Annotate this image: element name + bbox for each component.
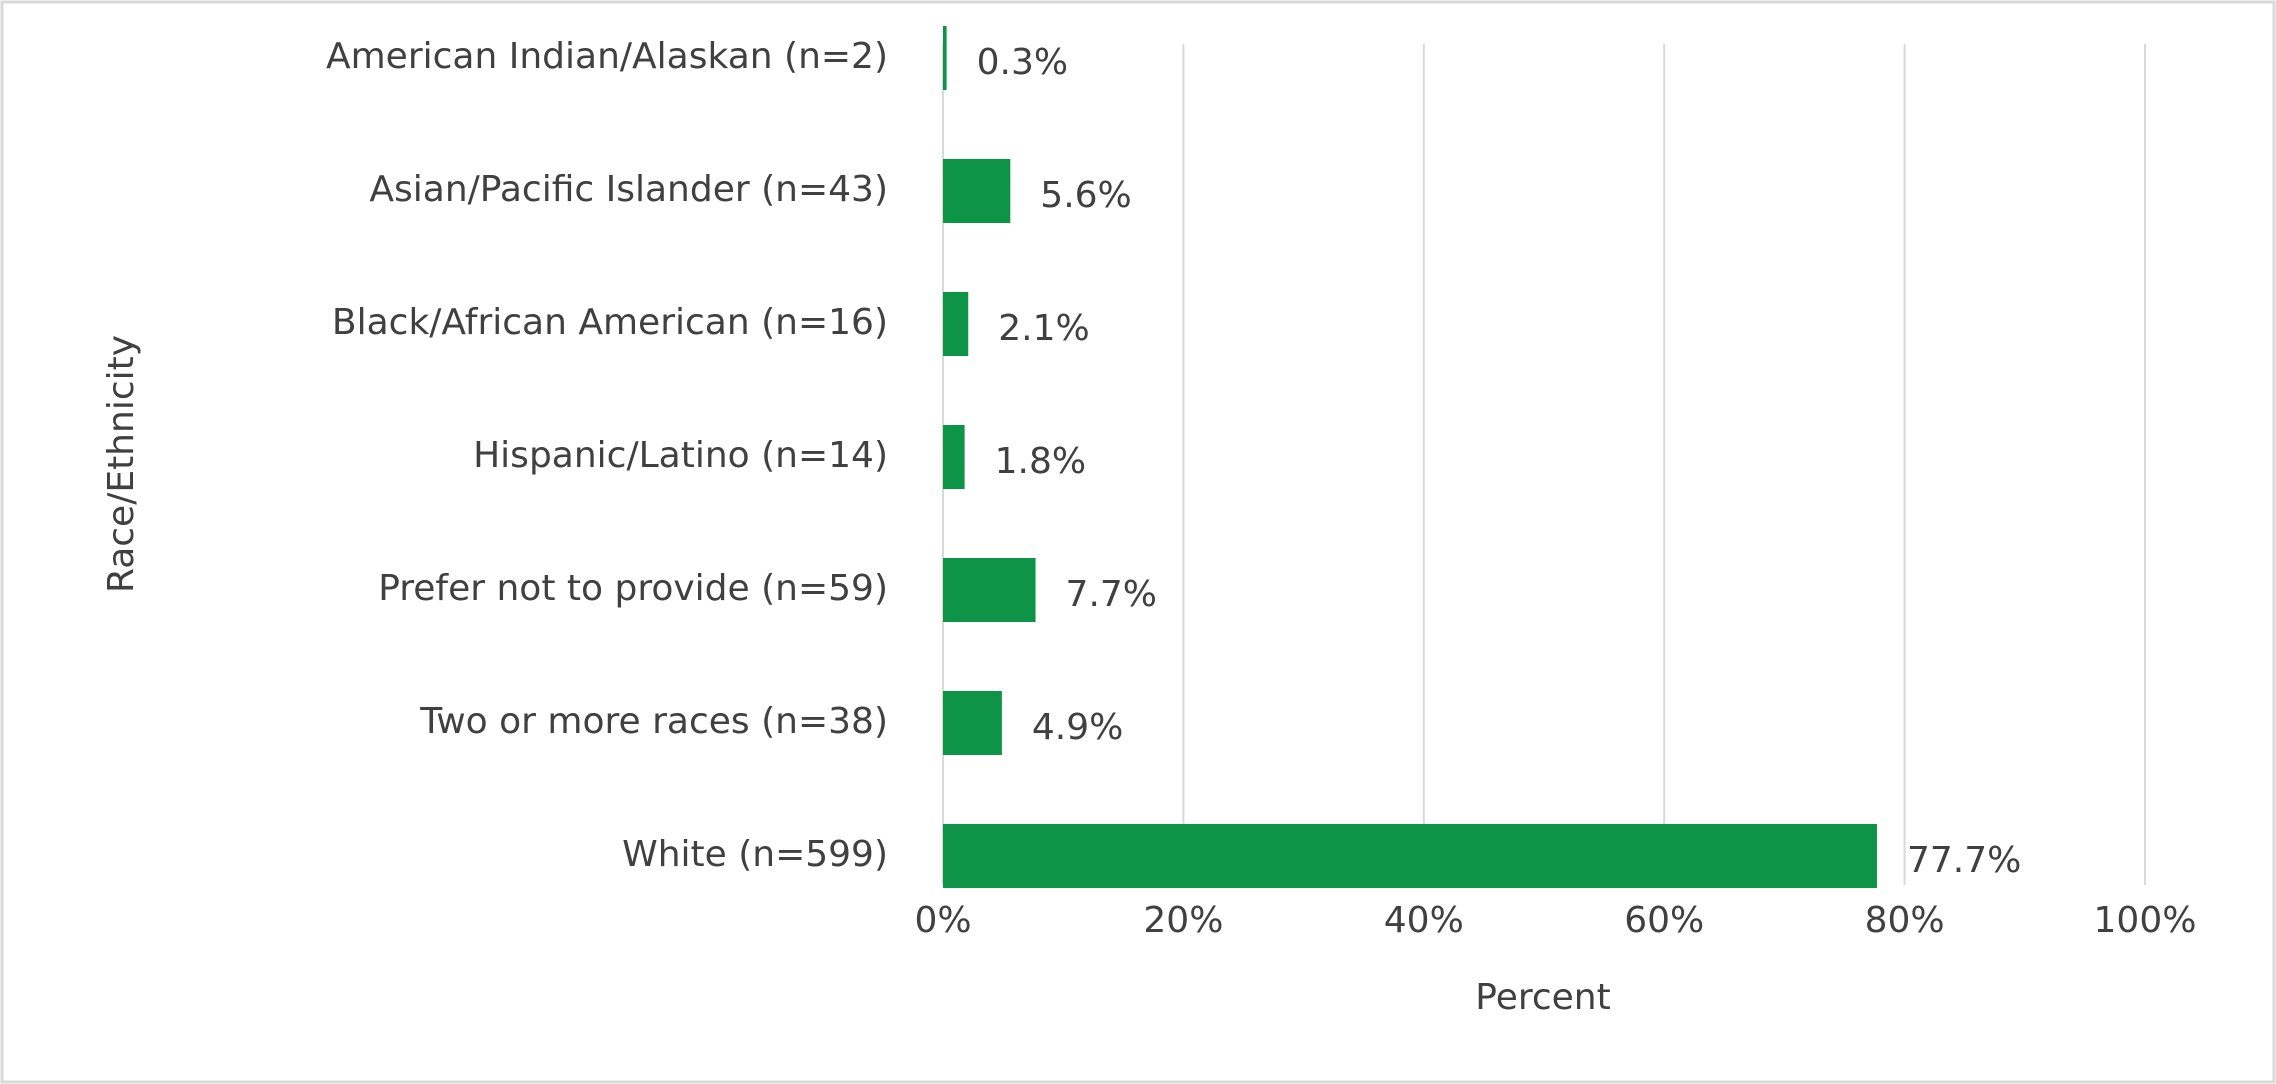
value-label: 1.8% <box>995 441 1086 482</box>
x-tick-label: 0% <box>914 900 971 941</box>
x-axis-title: Percent <box>1475 977 1610 1018</box>
bar <box>943 425 965 489</box>
bar <box>943 159 1011 223</box>
value-label: 0.3% <box>977 42 1068 83</box>
value-label: 4.9% <box>1032 707 1123 748</box>
y-axis-title: Race/Ethnicity <box>101 335 142 593</box>
y-tick-label: Two or more races (n=38) <box>419 701 888 742</box>
x-tick-label: 60% <box>1624 900 1704 941</box>
x-tick-label: 40% <box>1384 900 1464 941</box>
value-label: 2.1% <box>998 308 1089 349</box>
bar <box>943 691 1002 755</box>
y-tick-label: Black/African American (n=16) <box>332 302 888 343</box>
y-tick-label: Prefer not to provide (n=59) <box>378 568 888 609</box>
y-tick-label: Hispanic/Latino (n=14) <box>473 435 888 476</box>
bar <box>943 26 947 90</box>
value-label: 7.7% <box>1066 574 1157 615</box>
bar <box>943 824 1877 888</box>
x-tick-label: 20% <box>1143 900 1223 941</box>
y-tick-label: White (n=599) <box>622 834 888 875</box>
y-tick-label: Asian/Pacific Islander (n=43) <box>369 169 888 210</box>
x-tick-label: 100% <box>2094 900 2197 941</box>
value-label: 5.6% <box>1040 175 1131 216</box>
bar <box>943 558 1036 622</box>
x-tick-label: 80% <box>1865 900 1945 941</box>
bar <box>943 292 969 356</box>
y-tick-label: American Indian/Alaskan (n=2) <box>326 36 888 77</box>
value-label: 77.7% <box>1907 840 2021 881</box>
